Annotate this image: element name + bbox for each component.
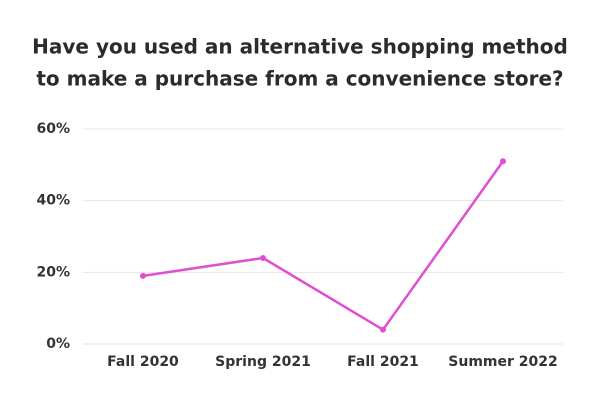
x-tick-label: Fall 2021 <box>347 354 419 370</box>
y-tick-label: 40% <box>36 193 70 209</box>
chart-title: Have you used an alternative shopping me… <box>32 35 568 59</box>
y-tick-label: 0% <box>46 336 70 352</box>
point <box>500 158 506 165</box>
point <box>260 255 266 261</box>
x-tick-label: Summer 2022 <box>448 354 557 370</box>
x-tick-label: Spring 2021 <box>215 354 311 370</box>
chart-title: to make a purchase from a convenience st… <box>36 67 563 91</box>
point <box>380 326 386 333</box>
y-tick-label: 60% <box>36 121 70 137</box>
point <box>140 272 146 279</box>
x-tick-label: Fall 2020 <box>107 354 179 370</box>
y-tick-label: 20% <box>36 264 70 280</box>
line <box>142 160 505 331</box>
